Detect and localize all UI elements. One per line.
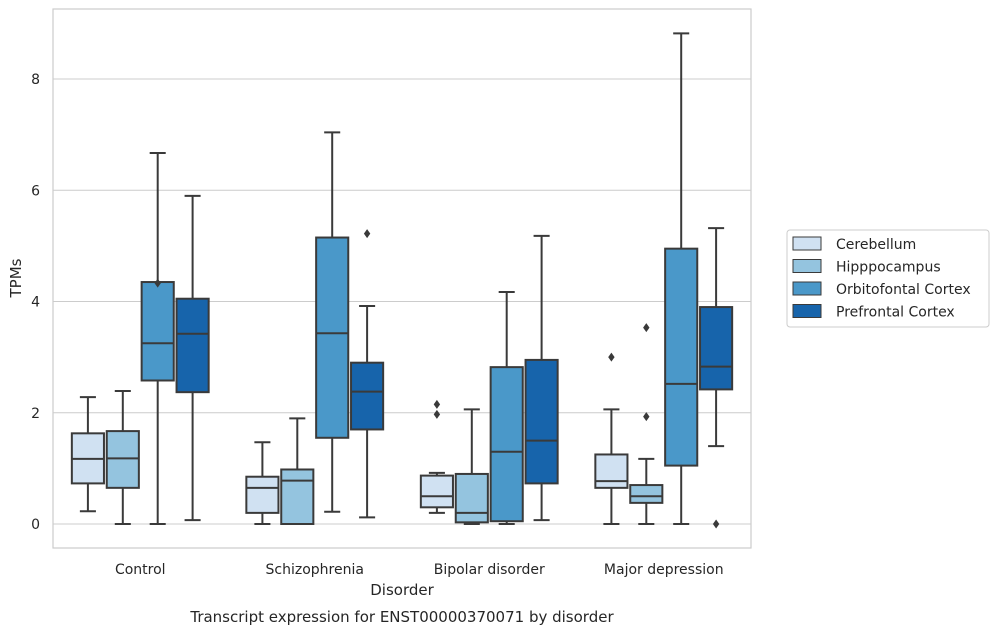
box-group [629,323,664,525]
box-iqr [664,247,699,467]
y-tick-label: 4 [31,295,40,311]
box-group [489,291,524,525]
x-tick-labels: Control Schizophrenia Bipolar disorder Majo… [115,562,724,578]
legend-label: Orbitofontal Cortex [836,282,971,298]
box-group [350,229,385,519]
y-tick-label: 0 [31,517,40,533]
box-group [280,417,315,525]
legend-label: Hipppocampus [836,260,941,276]
box-group [315,131,350,513]
box-iqr [699,306,734,391]
box-group [245,441,280,525]
legend-swatch [792,281,822,296]
legend-swatch [792,304,822,318]
legend-label: Cerebellum [836,237,916,253]
outlier-point [643,323,650,333]
box-group [140,151,175,525]
outlier-point [433,399,441,409]
box-iqr [280,468,315,525]
x-tick-label: Control [115,562,166,578]
legend: Cerebellum Hipppocampus Orbitofontal Corte… [786,229,990,328]
box-iqr [419,474,454,509]
outlier-point [608,352,615,362]
outlier-point [363,229,371,239]
outlier-point [712,519,720,529]
outlier-point [433,409,441,419]
box-iqr [105,430,140,489]
box-iqr [524,358,559,485]
x-tick-label: Schizophrenia [266,562,364,578]
y-tick-label: 6 [31,183,40,199]
legend-swatch [792,259,822,273]
box-iqr [245,475,280,514]
box-iqr [629,484,664,504]
box-iqr [489,366,524,523]
y-axis-label: TPMs [7,258,25,298]
x-axis-label: Disorder [370,581,434,599]
box-iqr [350,361,385,431]
box-group [524,234,559,522]
box-group [699,227,734,529]
box-group [419,399,454,514]
box-group [105,390,140,525]
box-group [664,32,699,525]
y-tick-label: 2 [31,406,40,422]
y-tick-label: 8 [31,72,40,88]
box-group [454,408,489,525]
y-tick-labels: 0 2 4 6 8 [31,72,40,533]
box-iqr [594,453,629,489]
legend-label: Prefrontal Cortex [836,305,955,321]
plot-frame [52,8,752,549]
chart-title: Transcript expression for ENST0000037007… [189,608,614,626]
box-group [70,396,105,513]
box-iqr [454,472,489,524]
legend-swatch [792,236,822,251]
box-iqr [315,236,350,439]
box-group [594,352,629,525]
box-series [70,32,734,529]
legend-frame [786,229,990,328]
box-iqr [140,281,175,382]
x-tick-label: Bipolar disorder [434,562,545,578]
x-tick-label: Major depression [604,562,724,578]
outlier-point [154,278,161,288]
box-iqr [175,297,210,394]
box-group [175,194,210,522]
outlier-point [643,412,650,422]
